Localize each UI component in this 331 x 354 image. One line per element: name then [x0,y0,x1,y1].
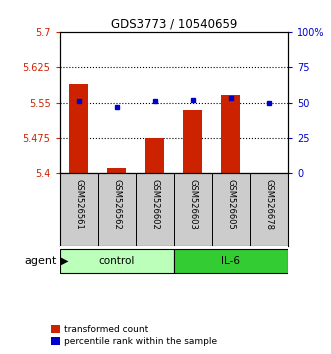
Text: control: control [99,256,135,266]
Bar [183,110,202,173]
Legend: transformed count, percentile rank within the sample: transformed count, percentile rank withi… [48,321,220,349]
Text: GSM526561: GSM526561 [74,179,83,230]
Title: GDS3773 / 10540659: GDS3773 / 10540659 [111,18,237,31]
Bar [145,138,164,173]
Text: ▶: ▶ [61,256,69,266]
Bar [107,169,126,173]
Text: GSM526602: GSM526602 [150,179,159,230]
Bar [60,249,174,273]
Text: GSM526603: GSM526603 [188,179,197,230]
Bar [174,249,288,273]
Text: IL-6: IL-6 [221,256,240,266]
Text: GSM526605: GSM526605 [226,179,235,230]
Bar [221,96,240,173]
Text: GSM526678: GSM526678 [264,179,273,230]
Bar [69,84,88,173]
Text: GSM526562: GSM526562 [112,179,121,230]
Text: agent: agent [24,256,56,266]
